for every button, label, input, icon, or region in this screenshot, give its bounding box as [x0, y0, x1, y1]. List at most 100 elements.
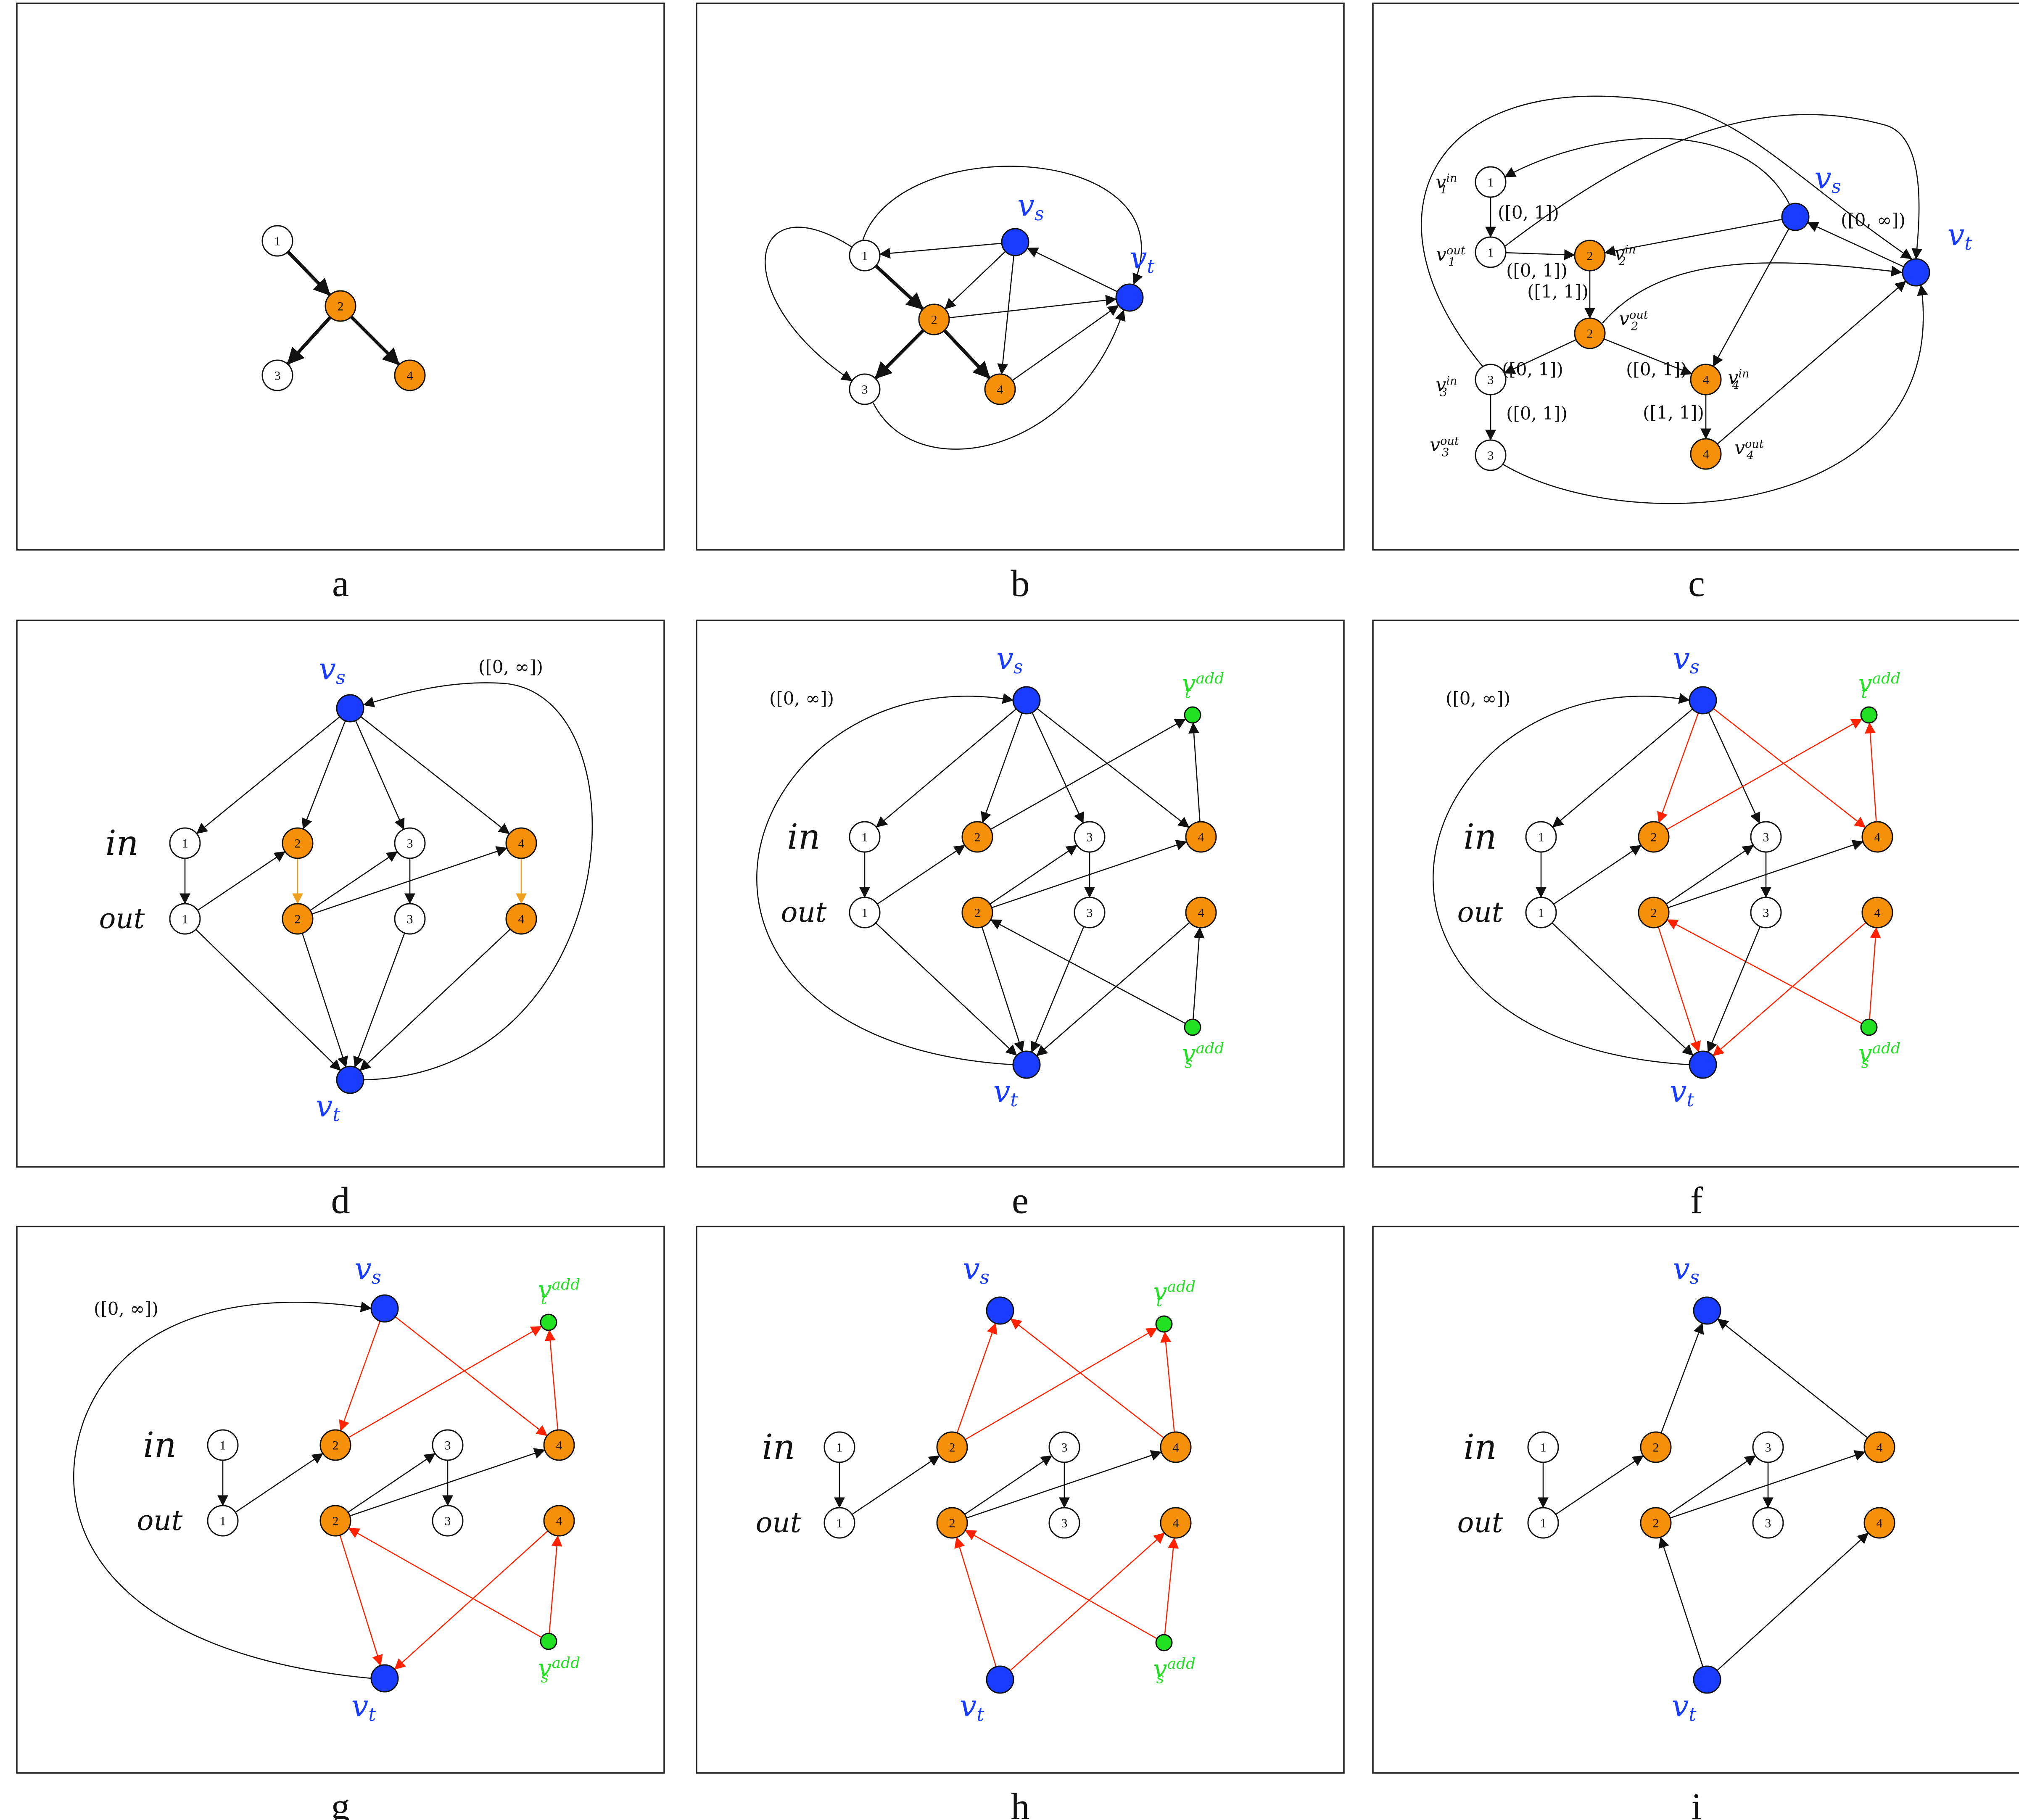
node-3 [394, 903, 426, 935]
node-source-sink [1693, 1296, 1721, 1325]
node-label: 4 [556, 1439, 562, 1453]
edge [339, 1321, 381, 1432]
capacity-label: ([0, 1]) [1506, 403, 1568, 424]
node-label: 4 [1874, 831, 1881, 844]
node-2 [1638, 897, 1670, 928]
node-label: 4 [997, 383, 1003, 397]
edge [363, 682, 593, 1081]
node-label: 3 [1087, 906, 1093, 920]
node-label: 1 [1540, 1517, 1547, 1530]
node-label: 4 [1876, 1517, 1883, 1530]
node-2 [1640, 1507, 1672, 1539]
node-4 [543, 1429, 575, 1461]
node-1 [823, 1431, 855, 1463]
node-source-sink [1693, 1665, 1721, 1694]
edge [353, 933, 405, 1068]
node-source-sink [986, 1296, 1014, 1325]
node-source-sink [370, 1664, 399, 1693]
node-added [1155, 1634, 1173, 1651]
node-2 [936, 1431, 968, 1463]
edge [1666, 718, 1863, 830]
row-label-in: in [105, 823, 138, 863]
split-node-label: vout 1 [1436, 244, 1465, 269]
edge [1865, 722, 1877, 822]
edge [349, 1448, 546, 1517]
node-1 [1525, 897, 1557, 928]
node-1 [169, 827, 201, 859]
edge [1504, 339, 1576, 374]
edge [765, 227, 853, 382]
node-1 [207, 1505, 239, 1537]
row-label-in: in [1463, 1427, 1496, 1467]
label-vt: vt [351, 1688, 376, 1725]
node-4 [1861, 821, 1893, 853]
node-4 [1185, 821, 1217, 853]
panel-label-g: g [331, 1786, 350, 1820]
panel-g: g 1 1 2 2 3 3 4 4 vs vt vadd t vadd s in out ([0, ∞]) [16, 1226, 665, 1820]
node-3 [1048, 1507, 1080, 1539]
node-label: 3 [1061, 1517, 1068, 1530]
node-source-sink [986, 1665, 1014, 1694]
edge [876, 708, 1017, 828]
edge [1668, 1455, 1756, 1515]
node-2 [319, 1505, 351, 1537]
label-vt: vt [1948, 217, 1972, 254]
edge [943, 329, 991, 380]
edge [1602, 262, 1903, 324]
row-label-out: out [99, 902, 145, 935]
node-1 [261, 225, 293, 257]
capacity-label: ([0, ∞]) [1446, 688, 1510, 709]
node-label: 3 [1087, 831, 1093, 844]
edge [1707, 926, 1761, 1053]
edge [394, 1530, 549, 1670]
panel-i: i 1 1 2 2 3 3 4 4 vs vt in out [1372, 1226, 2019, 1820]
node-label: 3 [862, 383, 868, 397]
node-3 [1750, 821, 1782, 853]
capacity-label: ([1, 1]) [1527, 281, 1589, 302]
node-label: 1 [274, 235, 281, 248]
row-label-out: out [137, 1504, 183, 1537]
node-3 [1475, 439, 1507, 471]
node-label: 2 [949, 1517, 955, 1530]
label-vs: vs [319, 651, 346, 688]
label-vt-add: vadd t [1858, 669, 1900, 702]
edge [966, 1450, 1162, 1519]
edge [1717, 280, 1906, 445]
edge [949, 295, 1117, 319]
edge [1505, 249, 1576, 260]
edge [1604, 219, 1782, 256]
edge [1666, 845, 1754, 905]
edge [874, 329, 925, 380]
node-1 [1475, 236, 1507, 268]
label-vs-add: vadd s [1182, 1039, 1224, 1071]
label-vs-add: vadd s [538, 1654, 580, 1686]
edge [1188, 722, 1201, 822]
edge [310, 851, 398, 911]
panel-frame [696, 3, 1345, 551]
node-label: 4 [556, 1514, 562, 1528]
panel-h: h 1 1 2 2 3 3 4 4 vs vt vadd t vadd s in out [696, 1226, 1345, 1820]
node-label: 2 [295, 837, 301, 851]
edge [1660, 1322, 1704, 1433]
node-1 [823, 1507, 855, 1539]
edge [1869, 927, 1881, 1020]
node-4 [1863, 1431, 1895, 1463]
node-4 [1160, 1431, 1192, 1463]
edge [544, 1329, 559, 1430]
node-label: 4 [1703, 448, 1709, 462]
node-label: 2 [974, 906, 981, 920]
panel-label-i: i [1691, 1786, 1702, 1820]
panel-frame [16, 3, 665, 551]
node-2 [961, 897, 993, 928]
edge [1504, 114, 1923, 260]
node-2 [1640, 1431, 1672, 1463]
row-label-out: out [756, 1506, 802, 1539]
edge [1421, 95, 1913, 367]
edge [990, 919, 1186, 1024]
node-2 [918, 303, 950, 335]
node-label: 1 [1538, 906, 1544, 920]
row-label-out: out [781, 896, 827, 928]
node-added [540, 1314, 557, 1331]
capacity-label: ([1, 1]) [1643, 402, 1704, 423]
node-added [1155, 1315, 1173, 1333]
